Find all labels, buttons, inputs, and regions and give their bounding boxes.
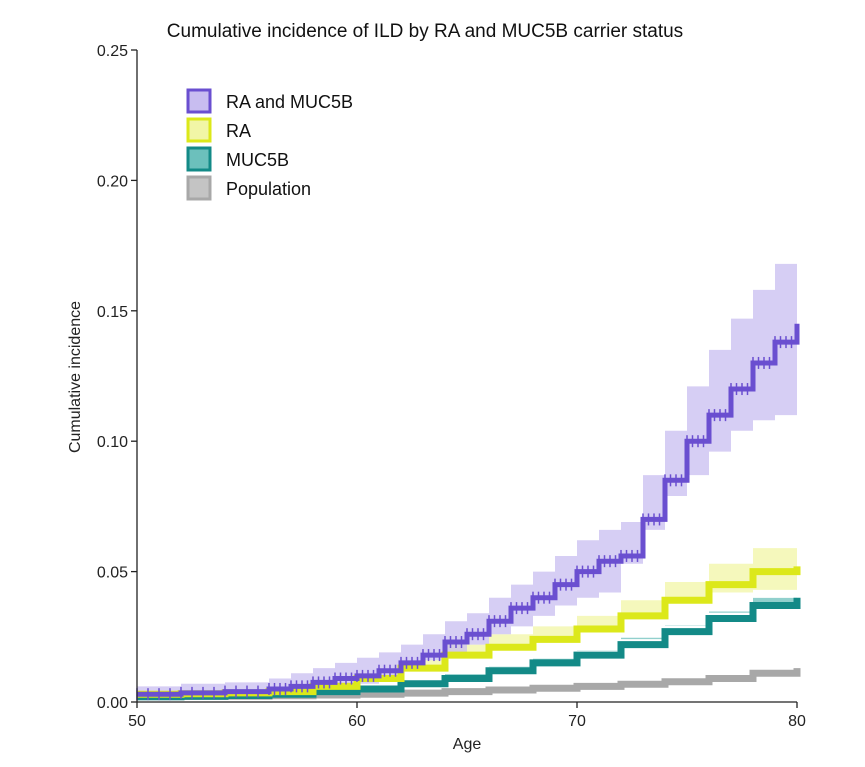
axes: 0.00 0.05 0.10 0.15 0.20 0.25 50 60 70 80 <box>97 43 806 730</box>
x-tick-label: 60 <box>348 713 366 730</box>
band-ra-and-muc5b <box>137 232 797 700</box>
y-tick-label: 0.20 <box>97 173 128 190</box>
x-tick-label: 80 <box>788 713 806 730</box>
y-tick-label: 0.10 <box>97 434 128 451</box>
y-tick-label: 0.15 <box>97 304 128 321</box>
legend-label-muc5b: MUC5B <box>226 150 289 170</box>
y-tick-label: 0.05 <box>97 565 128 582</box>
legend-swatch-ra <box>186 117 212 143</box>
x-tick-label: 50 <box>128 713 146 730</box>
legend-swatch-population <box>186 175 212 201</box>
x-tick-label: 70 <box>568 713 586 730</box>
y-tick-label: 0.00 <box>97 695 128 712</box>
legend-label-population: Population <box>226 179 311 199</box>
legend: RA and MUC5B RA MUC5B Population <box>186 88 353 201</box>
y-axis-label: Cumulative incidence <box>67 301 84 453</box>
chart-title: Cumulative incidence of ILD by RA and MU… <box>167 21 683 42</box>
legend-swatch-ra-and-muc5b <box>186 88 212 114</box>
x-axis-label: Age <box>453 736 482 753</box>
y-tick-label: 0.25 <box>97 43 128 60</box>
legend-swatch-muc5b <box>186 146 212 172</box>
series-lines <box>136 323 801 701</box>
legend-label-ra-and-muc5b: RA and MUC5B <box>226 92 353 112</box>
legend-label-ra: RA <box>226 121 251 141</box>
